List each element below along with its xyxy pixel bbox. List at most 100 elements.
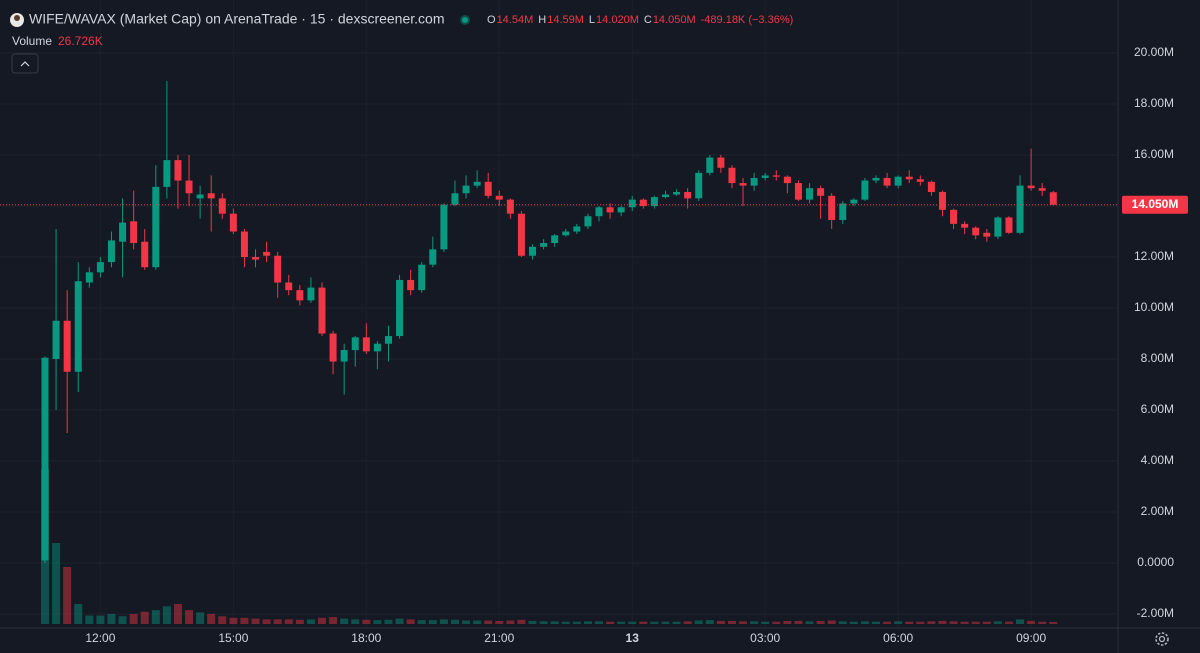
candle-body	[927, 181, 935, 192]
volume-bar	[74, 603, 83, 624]
candle-body	[750, 177, 758, 186]
volume-bar	[173, 603, 182, 624]
volume-bar	[727, 620, 736, 624]
header: WIFE/WAVAX (Market Cap) on ArenaTrade · …	[10, 11, 794, 74]
ohlc-value: 14.020M	[596, 14, 639, 26]
candle-body	[74, 281, 82, 372]
volume-bar	[439, 619, 448, 624]
volume-bar	[572, 621, 581, 624]
x-tick-label: 09:00	[1016, 631, 1046, 645]
candle-body	[495, 195, 503, 200]
candle-body	[440, 204, 448, 250]
candle-body	[451, 193, 459, 205]
candle-body	[994, 217, 1002, 237]
candle-body	[229, 213, 237, 232]
candle-body	[1027, 185, 1035, 189]
volume-bar	[628, 621, 637, 624]
volume-bar	[905, 621, 914, 624]
candle-body	[806, 188, 814, 200]
token-icon-face	[14, 15, 20, 21]
collapse-button[interactable]	[11, 53, 39, 74]
candle-body	[628, 199, 636, 208]
volume-bar	[561, 621, 570, 624]
volume-bar	[827, 620, 836, 624]
volume-bar	[450, 619, 459, 624]
candle-body	[595, 207, 603, 217]
volume-bar	[661, 621, 670, 624]
volume-bar	[140, 611, 149, 624]
candle-body	[661, 194, 669, 198]
volume-bar	[406, 619, 415, 624]
volume-bar	[351, 619, 360, 624]
y-tick-label: 2.00M	[1141, 504, 1174, 518]
volume-bar	[373, 620, 382, 624]
volume-bar	[207, 613, 216, 624]
candle-body	[396, 279, 404, 337]
volume-bar	[506, 620, 515, 624]
candle-body	[307, 287, 315, 301]
candle-body	[529, 246, 537, 256]
volume-bar	[417, 620, 426, 624]
volume-bar	[805, 621, 814, 624]
volume-bar	[672, 621, 681, 624]
volume-bar	[428, 620, 437, 624]
settings-button[interactable]	[1155, 632, 1169, 646]
candle-body	[673, 191, 681, 195]
volume-bar	[284, 619, 293, 624]
volume-bar	[938, 620, 947, 624]
volume-bar	[196, 612, 205, 624]
volume-bar	[473, 620, 482, 624]
volume-bar	[761, 621, 770, 624]
volume-bar	[85, 615, 94, 624]
ohlc-change: -489.18K (−3.36%)	[701, 14, 794, 26]
volume-bar	[595, 621, 603, 624]
volume-bar	[329, 617, 338, 624]
volume-bar	[1004, 621, 1013, 624]
candle-body	[163, 160, 171, 187]
volume-bar	[395, 618, 404, 624]
candle-body	[1016, 185, 1024, 233]
candle-body	[650, 197, 658, 207]
ohlc-value: 14.54M	[497, 14, 534, 26]
y-tick-label: 18.00M	[1134, 96, 1174, 110]
candle-body	[462, 185, 470, 194]
volume-bar	[860, 621, 869, 624]
candle-body	[961, 223, 969, 228]
candle-body	[695, 172, 703, 199]
volume-bar	[306, 619, 315, 624]
x-tick-label: 06:00	[883, 631, 913, 645]
volume-bar	[107, 613, 116, 624]
candle-body	[517, 213, 525, 256]
volume-bar	[794, 620, 803, 624]
y-tick-label: 12.00M	[1134, 249, 1174, 263]
gear-outer	[1155, 632, 1169, 646]
candle-body	[351, 337, 359, 351]
y-tick-label: 16.00M	[1134, 147, 1174, 161]
candle-body	[905, 176, 913, 180]
ohlc-key: C	[644, 14, 652, 26]
candle-body	[938, 191, 946, 210]
ohlc-key: O	[487, 14, 496, 26]
candle-body	[85, 272, 93, 283]
y-tick-label: -2.00M	[1137, 606, 1174, 620]
volume-bar	[1038, 621, 1047, 624]
volume-bar	[683, 621, 692, 624]
candle-body	[972, 227, 980, 236]
volume-bar	[883, 621, 892, 624]
volume-bar	[606, 621, 615, 624]
volume-bar	[229, 617, 238, 624]
volume-bar	[838, 621, 847, 624]
volume-bar	[872, 621, 880, 624]
x-tick-label: 18:00	[351, 631, 381, 645]
candle-body	[296, 290, 304, 301]
candle-body	[872, 177, 880, 181]
candle-body	[883, 177, 891, 186]
volume-bar	[1016, 619, 1025, 624]
candle-body	[983, 232, 991, 237]
candle-body	[473, 181, 481, 186]
volume-bar	[617, 621, 626, 624]
candle-body	[263, 251, 271, 256]
candle-body	[107, 240, 115, 263]
y-tick-label: 20.00M	[1134, 45, 1174, 59]
